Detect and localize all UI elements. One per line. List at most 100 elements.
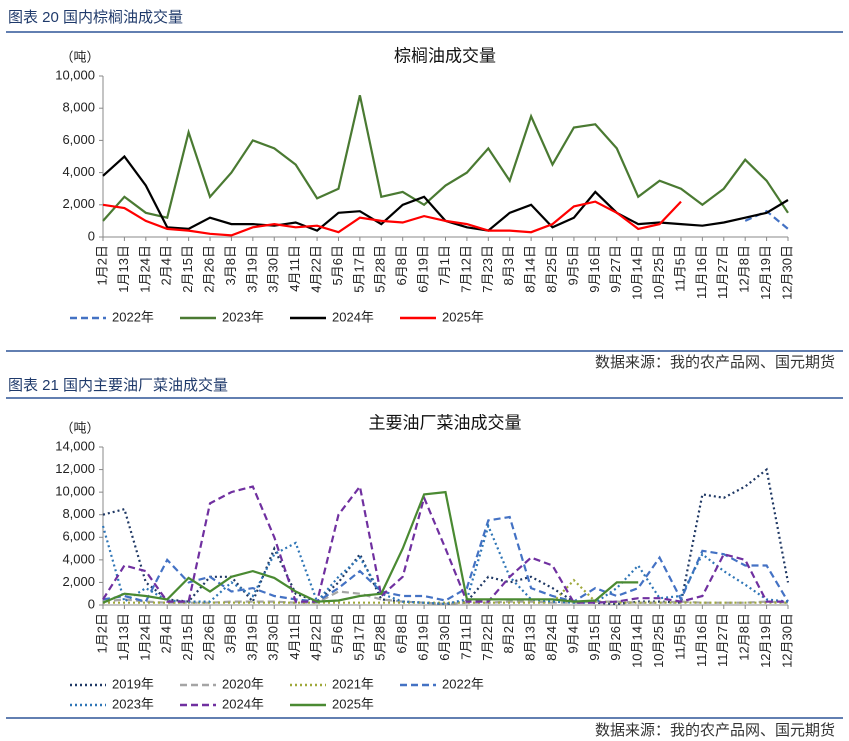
x-tick-label: 2月15日 [180,245,195,293]
x-tick-label: 2月4日 [159,245,174,285]
chart-title: 棕榈油成交量 [394,46,496,65]
y-tick-label: 10,000 [55,67,95,82]
x-tick-label: 7月1日 [437,245,452,285]
x-tick-label: 7月12日 [458,245,473,293]
x-tick-label: 7月22日 [480,613,495,661]
legend-label: 2022年 [112,309,154,324]
x-tick-label: 3月30日 [266,613,281,661]
x-tick-label: 4月11日 [287,613,302,660]
x-tick-label: 2月15日 [180,613,195,661]
x-tick-label: 1月13日 [116,245,131,293]
x-tick-label: 8月3日 [501,245,516,285]
legend-label: 2025年 [442,309,484,324]
y-tick-label: 0 [88,596,95,611]
y-tick-label: 6,000 [62,529,95,544]
x-tick-label: 5月28日 [373,613,388,661]
legend-label: 2022年 [442,676,484,691]
y-axis-unit: （吨） [60,49,99,64]
series-line [102,490,639,604]
y-tick-label: 2,000 [62,574,95,589]
y-tick-label: 10,000 [55,484,95,499]
x-tick-label: 9月16日 [587,245,602,293]
x-tick-label: 10月25日 [651,613,666,668]
x-tick-label: 5月17日 [351,613,366,661]
x-tick-label: 6月30日 [437,613,452,661]
y-tick-label: 2,000 [62,196,95,211]
x-tick-label: 1月24日 [137,245,152,293]
x-tick-label: 6月8日 [394,245,409,285]
x-tick-label: 4月22日 [309,613,324,661]
x-tick-label: 5月6日 [330,245,345,285]
x-tick-label: 12月30日 [779,245,794,300]
x-tick-label: 1月24日 [137,613,152,661]
x-tick-label: 12月8日 [737,245,752,293]
source-note: 数据来源：我的农产品网、国元期货 [595,722,835,739]
y-tick-label: 12,000 [55,461,95,476]
x-tick-label: 5月6日 [330,613,345,653]
x-tick-label: 3月8日 [223,245,238,285]
legend-label: 2021年 [332,676,374,691]
series-line [744,209,789,230]
x-tick-label: 11月16日 [694,613,709,667]
figure-caption: 图表 21 国内主要油厂菜油成交量 [8,376,228,394]
x-tick-label: 8月14日 [523,245,538,293]
series-line [102,590,789,606]
x-tick-label: 10月14日 [630,245,645,300]
x-tick-label: 11月16日 [694,245,709,299]
series-line [101,522,789,606]
x-tick-label: 3月30日 [266,245,281,293]
x-tick-label: 3月8日 [223,613,238,653]
x-tick-label: 11月5日 [672,245,687,292]
legend-label: 2024年 [332,309,374,324]
y-tick-label: 0 [88,228,95,243]
legend-label: 2025年 [332,696,374,711]
x-tick-label: 9月26日 [608,613,623,661]
x-tick-label: 4月22日 [309,245,324,293]
x-tick-label: 3月19日 [244,613,259,661]
y-tick-label: 8,000 [62,100,95,115]
x-tick-label: 9月15日 [587,613,602,661]
y-tick-label: 4,000 [62,551,95,566]
x-tick-label: 9月5日 [565,245,580,285]
x-tick-label: 9月4日 [565,613,580,653]
figure-caption: 图表 20 国内棕榈油成交量 [8,8,183,26]
x-tick-label: 11月5日 [672,613,687,660]
x-tick-label: 2月26日 [201,613,216,661]
x-tick-label: 1月2日 [94,613,109,653]
legend-label: 2020年 [222,676,264,691]
x-tick-label: 3月19日 [244,245,259,293]
y-tick-label: 8,000 [62,506,95,521]
x-tick-label: 6月19日 [416,613,431,661]
x-tick-label: 2月4日 [159,613,174,653]
x-tick-label: 1月13日 [116,613,131,661]
series-line [102,200,682,237]
x-tick-label: 5月17日 [351,245,366,293]
x-tick-label: 12月8日 [737,613,752,661]
x-tick-label: 8月2日 [501,613,516,653]
x-tick-label: 8月25日 [544,245,559,293]
x-tick-label: 1月2日 [94,245,109,285]
x-tick-label: 11月27日 [715,613,730,667]
y-tick-label: 4,000 [62,164,95,179]
series-line [102,467,790,606]
legend-label: 2023年 [222,309,264,324]
x-tick-label: 7月11日 [458,613,473,660]
legend-label: 2019年 [112,676,154,691]
x-tick-label: 12月19日 [758,613,773,668]
x-tick-label: 12月19日 [758,245,773,300]
x-tick-label: 8月13日 [523,613,538,661]
x-tick-label: 4月11日 [287,245,302,292]
x-tick-label: 9月27日 [608,245,623,293]
x-tick-label: 8月24日 [544,613,559,661]
x-tick-label: 2月26日 [201,245,216,293]
series-line [102,515,789,603]
series-line [102,95,789,222]
series-line [102,483,788,604]
series-line [102,154,789,232]
x-tick-label: 11月27日 [715,245,730,299]
x-tick-label: 7月23日 [480,245,495,293]
y-tick-label: 14,000 [55,438,95,453]
x-tick-label: 6月19日 [416,245,431,293]
x-tick-label: 6月8日 [394,613,409,653]
